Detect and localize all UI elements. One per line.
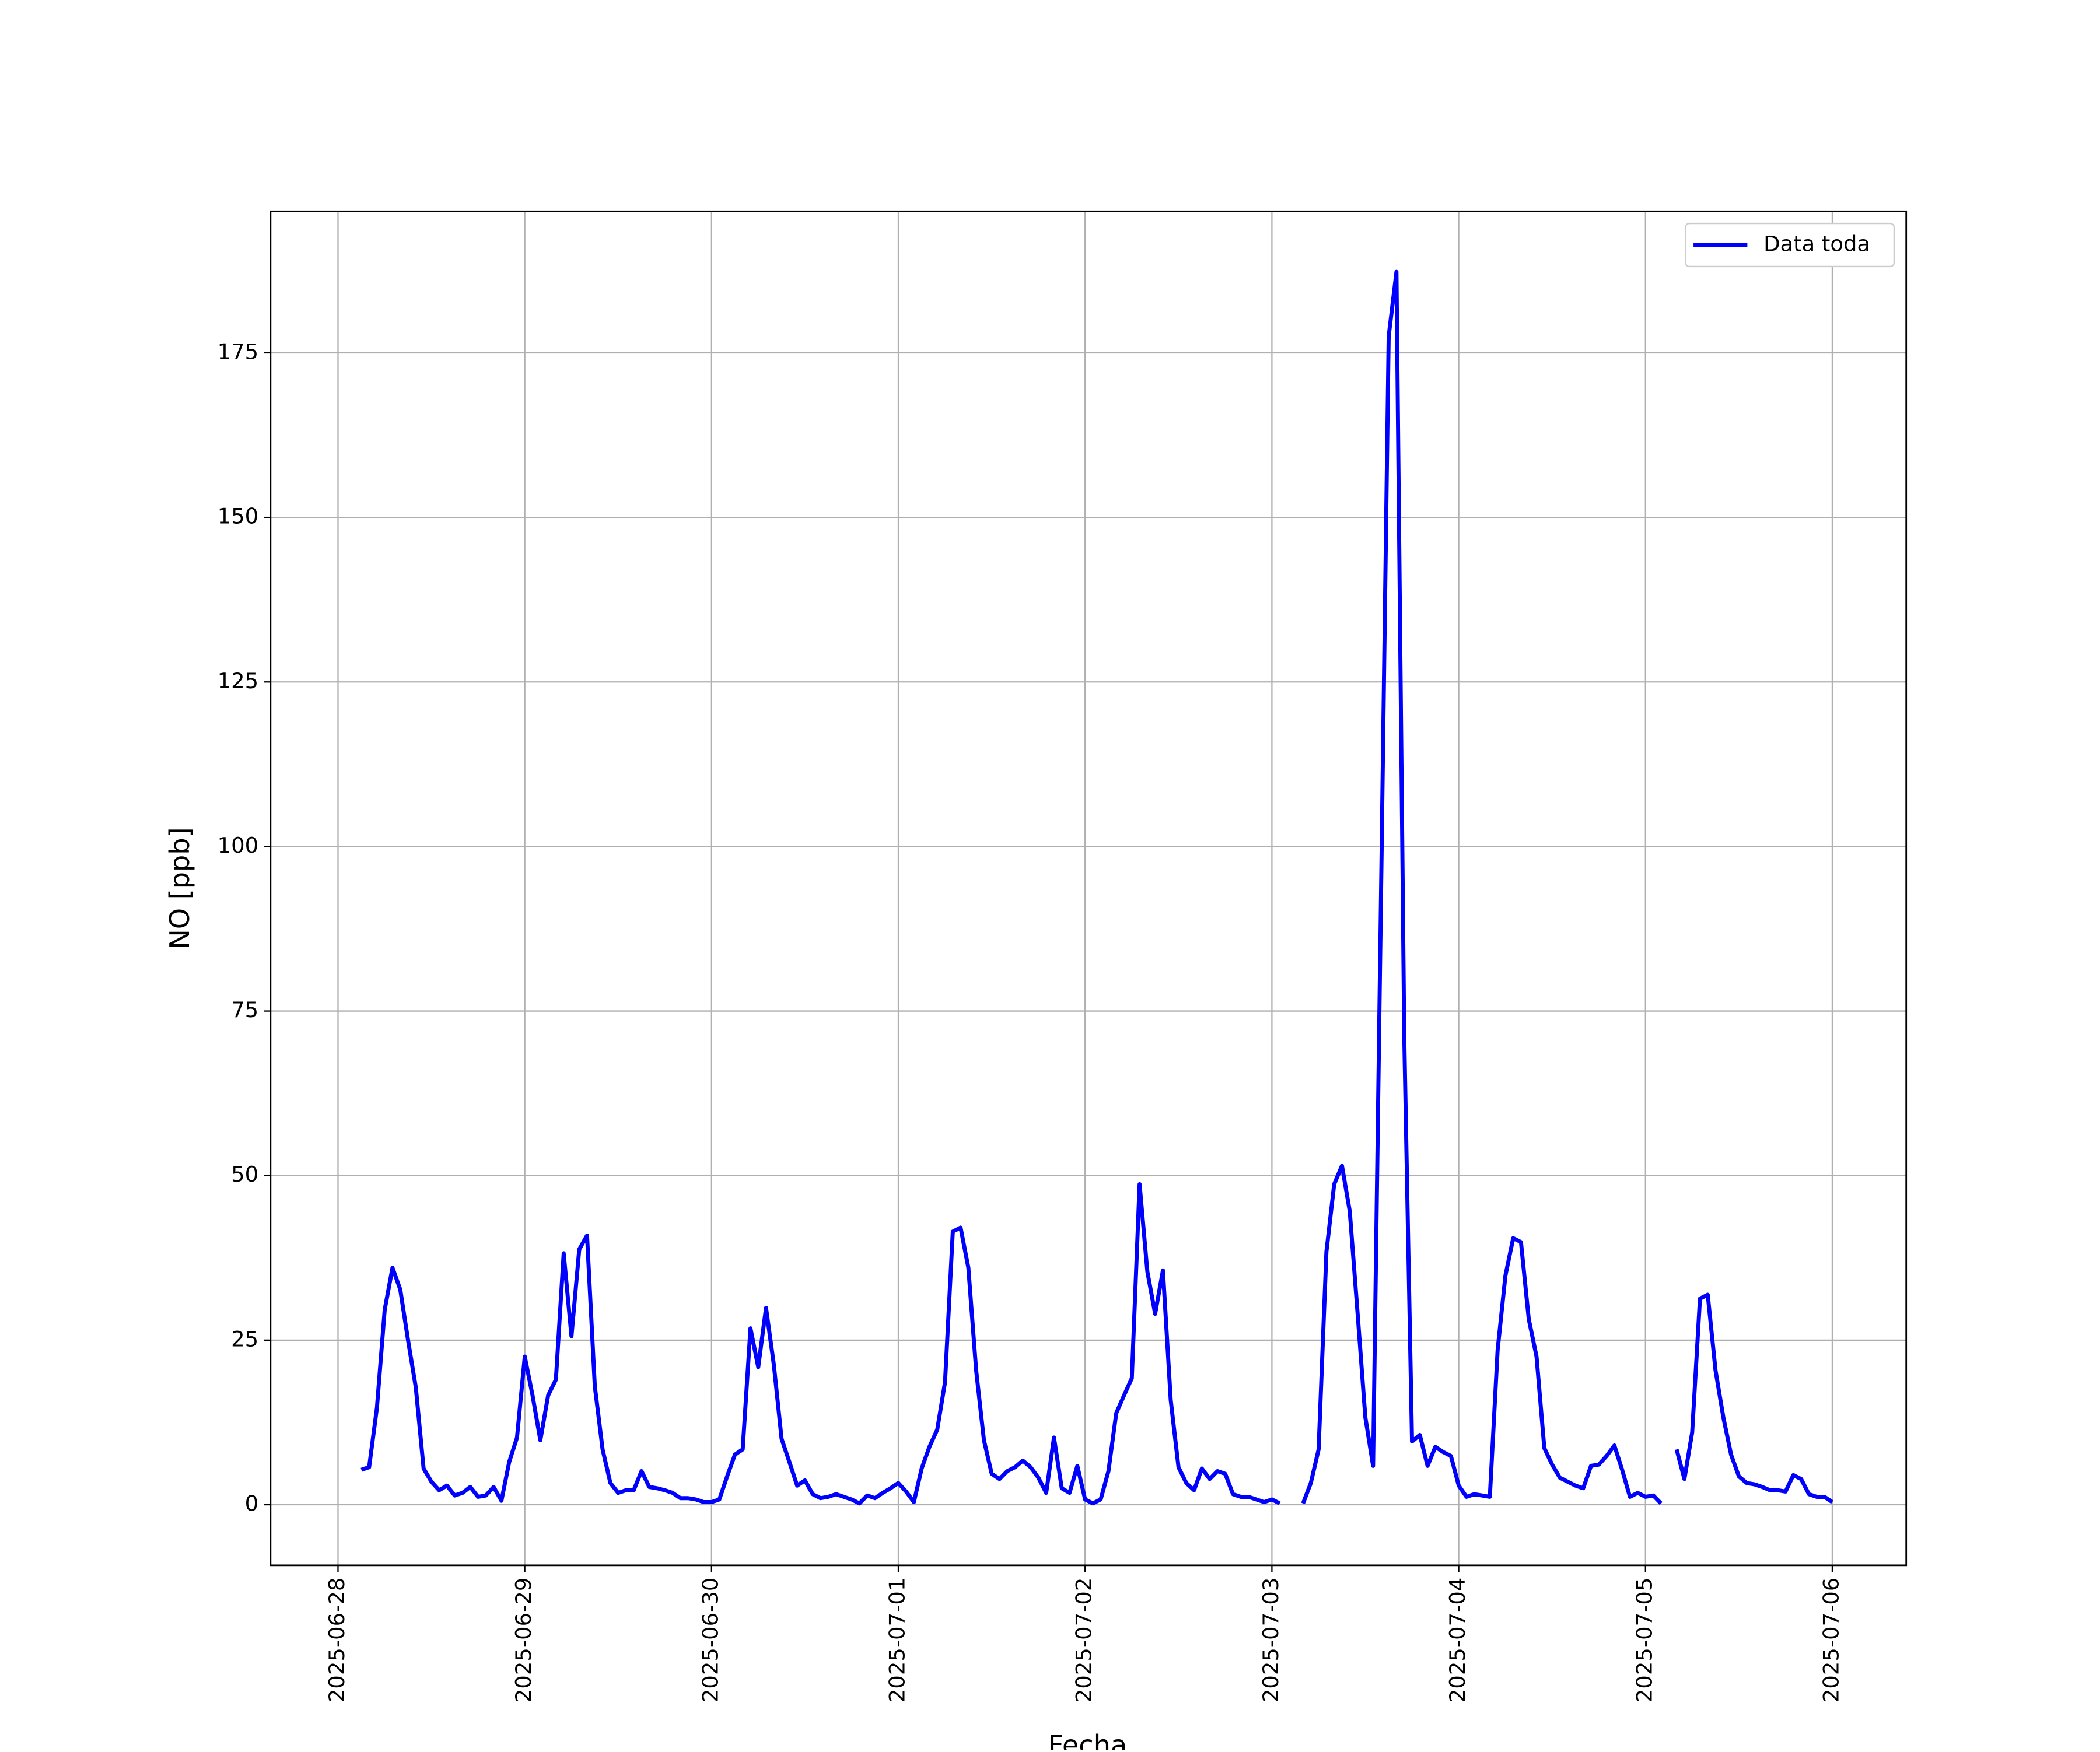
x-tick-label: 2025-07-01 [885,1578,910,1702]
plot-frame [270,210,1908,1567]
x-tick-label: 2025-07-02 [1072,1578,1097,1702]
y-tick-label: 0 [245,1491,258,1516]
x-tick-label: 2025-07-05 [1632,1578,1657,1702]
x-tick-label: 2025-06-28 [324,1578,349,1702]
legend-box [1685,222,1895,268]
y-tick-label: 175 [218,339,258,364]
y-tick-label: 150 [218,504,258,529]
legend-label: Data toda [1763,232,1870,257]
x-tick-label: 2025-07-04 [1445,1578,1470,1702]
y-tick-label: 75 [231,997,258,1022]
x-tick-label: 2025-06-30 [698,1578,723,1702]
data-line [360,269,1833,1506]
x-axis-label: Fecha [1048,1729,1127,1750]
y-axis-label: NO [ppb] [164,827,195,949]
y-tick-label: 25 [231,1326,258,1351]
y-tick-label: 125 [218,668,258,693]
y-tick-label: 50 [231,1162,258,1187]
x-tick-label: 2025-07-03 [1258,1578,1283,1702]
x-tick-label: 2025-06-29 [511,1578,536,1702]
y-tick-label: 100 [218,833,258,858]
x-tick-label: 2025-07-06 [1818,1578,1843,1702]
